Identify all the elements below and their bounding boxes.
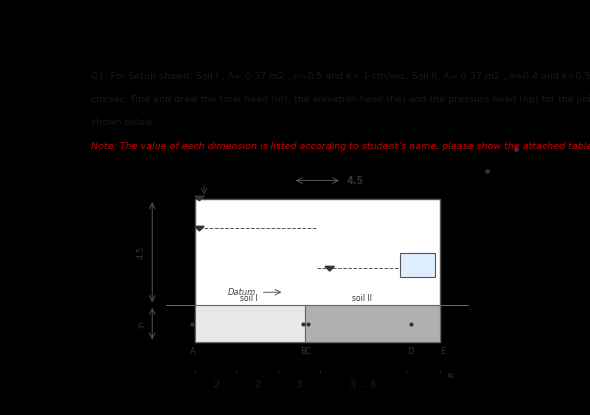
Text: Note: The value of each dimension is listed according to student’s name, please : Note: The value of each dimension is lis… — [91, 142, 590, 151]
Bar — [195, 199, 440, 342]
Text: shown below:: shown below: — [91, 118, 155, 127]
Text: C: C — [304, 347, 310, 356]
Text: D: D — [408, 347, 414, 356]
Text: Datum: Datum — [228, 288, 256, 297]
Polygon shape — [325, 266, 335, 271]
Text: y₁: y₁ — [136, 320, 145, 328]
Text: 2: 2 — [212, 380, 219, 390]
Bar — [305, 305, 440, 342]
Text: soil II: soil II — [352, 295, 372, 303]
Bar — [400, 253, 435, 276]
Text: x₁: x₁ — [447, 371, 455, 380]
Polygon shape — [195, 226, 204, 231]
Text: E: E — [440, 347, 445, 356]
Text: 4.5: 4.5 — [347, 176, 364, 186]
Text: 2: 2 — [254, 380, 261, 390]
Text: soil I: soil I — [240, 295, 258, 303]
Text: B: B — [300, 347, 306, 356]
Text: 3: 3 — [295, 380, 303, 390]
Text: Q1: For Setup shown: Soil I , A= 0.37 m2 , n=0.5 and k= 1 cm/sec, Soil II, A= 0.: Q1: For Setup shown: Soil I , A= 0.37 m2… — [91, 71, 590, 81]
Polygon shape — [195, 196, 204, 201]
Text: 3 . 4: 3 . 4 — [349, 380, 376, 390]
Text: A: A — [189, 347, 195, 356]
Text: 4.5: 4.5 — [136, 246, 145, 259]
Text: cm/sec. Find and draw the total head (ht), the elevation head (he) and the press: cm/sec. Find and draw the total head (ht… — [91, 95, 590, 104]
Bar — [195, 305, 305, 342]
